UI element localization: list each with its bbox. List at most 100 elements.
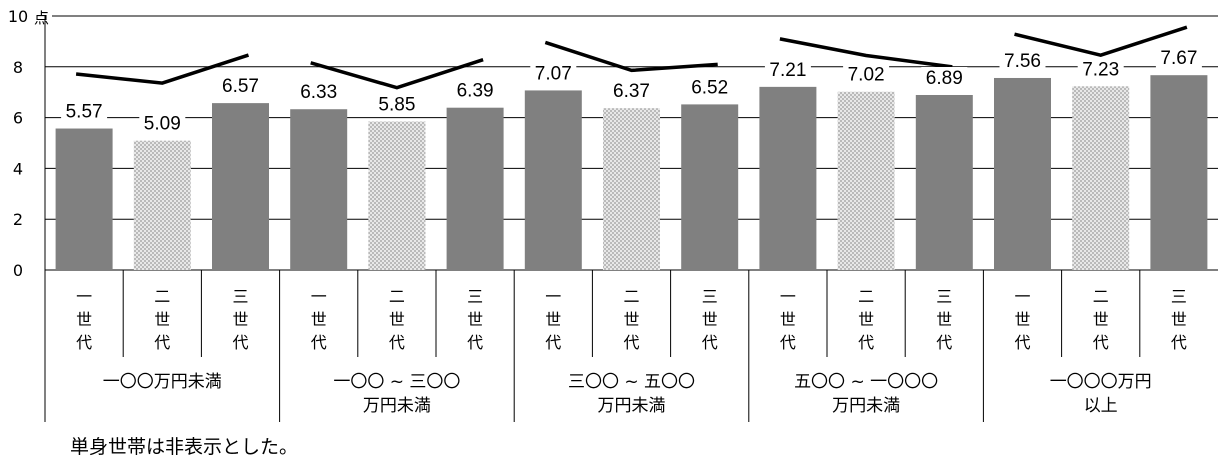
x-tick-label: 世 [154, 310, 170, 329]
x-tick-label: 世 [467, 310, 483, 329]
data-label: 5.85 [378, 94, 415, 115]
bar [524, 90, 582, 270]
x-tick-label: 二 [858, 287, 874, 306]
x-tick-label: 世 [1014, 310, 1030, 329]
x-tick-label: 一 [780, 287, 796, 306]
x-tick-label: 世 [1093, 310, 1109, 329]
x-tick-label: 一 [311, 287, 327, 306]
x-tick-label: 二 [623, 287, 639, 306]
data-label-bg [843, 63, 890, 85]
data-label: 7.02 [848, 65, 885, 86]
bar [681, 104, 739, 270]
bar [446, 107, 504, 270]
x-tick-label: 世 [623, 310, 639, 329]
bar [368, 121, 426, 270]
data-label-bg [452, 79, 499, 101]
x-tick-label: 二 [154, 287, 170, 306]
x-tick-label: 代 [1171, 333, 1187, 352]
bar [915, 94, 973, 270]
x-tick-label: 二 [1093, 287, 1109, 306]
x-tick-label: 代 [232, 333, 248, 352]
data-label: 7.21 [769, 60, 806, 81]
x-tick-label: 代 [545, 333, 561, 352]
trend-line [75, 53, 250, 85]
x-tick-label: 一 [545, 287, 561, 306]
group-label: 一〇〇 ~ 三〇〇 [333, 372, 460, 392]
group-label: 万円未満 [598, 396, 666, 416]
x-tick-label: 世 [389, 310, 405, 329]
y-tick-label: 4 [13, 159, 23, 178]
data-label: 6.39 [457, 81, 494, 102]
x-tick-label: 世 [545, 310, 561, 329]
x-tick-label: 代 [936, 333, 952, 352]
bar [759, 86, 817, 270]
data-label-bg [530, 62, 577, 84]
x-tick-label: 代 [623, 333, 639, 352]
bar [994, 77, 1051, 270]
group-label: 以上 [1084, 396, 1118, 416]
data-label-bg [217, 75, 264, 97]
x-tick-label: 三 [232, 287, 248, 306]
trend-line [310, 58, 484, 90]
group-label: 万円未満 [363, 396, 431, 416]
bar-chart: 5.57 5.09 6.57 6.33 5.85 6.39 7.07 6.37 6.52 7.21… [8, 7, 1218, 422]
y-unit-label: 点 [34, 9, 49, 27]
data-label-bg [686, 76, 733, 98]
x-tick-label: 代 [154, 333, 170, 352]
bar [603, 108, 660, 271]
bar [837, 91, 895, 270]
data-label: 6.89 [926, 68, 963, 89]
x-tick-label: 世 [780, 310, 796, 329]
x-tick-label: 世 [76, 310, 92, 329]
data-label-bg [999, 49, 1046, 71]
data-label-bg [921, 66, 968, 88]
data-label-bg [764, 58, 811, 80]
data-label-bg [1077, 58, 1124, 80]
x-tick-label: 世 [858, 310, 874, 329]
data-label-bg [1155, 47, 1202, 69]
data-label: 5.57 [66, 102, 103, 123]
x-tick-label: 二 [389, 287, 405, 306]
x-tick-label: 代 [1014, 333, 1030, 352]
bar [212, 103, 269, 270]
trend-line [1014, 25, 1188, 58]
bar [290, 109, 348, 270]
data-label-bg [139, 112, 186, 134]
group-label: 三〇〇 ~ 五〇〇 [568, 372, 695, 392]
group-label: 五〇〇 ~ 一〇〇〇 [794, 372, 938, 392]
x-tick-label: 世 [702, 310, 718, 329]
data-label-bg [295, 81, 342, 103]
y-tick-label: 6 [13, 109, 23, 128]
x-tick-label: 一 [1014, 287, 1030, 306]
footnote: 単身世帯は非表示とした。 [70, 436, 299, 458]
y-tick-label: 10 [8, 7, 28, 26]
x-tick-label: 三 [1171, 287, 1187, 306]
trend-line [779, 37, 953, 69]
x-tick-label: 代 [389, 333, 405, 352]
trend-line [544, 40, 718, 73]
y-tick-label: 0 [13, 261, 23, 280]
x-tick-label: 世 [311, 310, 327, 329]
x-tick-label: 代 [858, 333, 874, 352]
y-unit-label-bg [32, 8, 52, 26]
data-label: 7.23 [1082, 59, 1119, 80]
x-tick-label: 三 [702, 287, 718, 306]
x-tick-label: 三 [467, 287, 483, 306]
data-label-bg [61, 100, 108, 122]
data-label: 7.07 [535, 63, 572, 84]
data-label: 5.09 [144, 114, 181, 135]
data-label: 7.67 [1160, 48, 1197, 69]
data-label: 6.52 [691, 77, 728, 98]
x-tick-label: 世 [232, 310, 248, 329]
data-label-bg [373, 93, 420, 115]
x-tick-label: 代 [702, 333, 718, 352]
y-tick-label: 2 [13, 210, 23, 229]
y-tick-label: 8 [13, 58, 23, 77]
group-label: 一〇〇〇万円 [1050, 372, 1152, 392]
x-tick-label: 代 [780, 333, 796, 352]
data-label: 6.37 [613, 81, 650, 102]
x-tick-label: 一 [76, 287, 92, 306]
data-label: 6.33 [300, 82, 337, 103]
bar [133, 140, 191, 270]
data-label-bg [608, 80, 655, 102]
